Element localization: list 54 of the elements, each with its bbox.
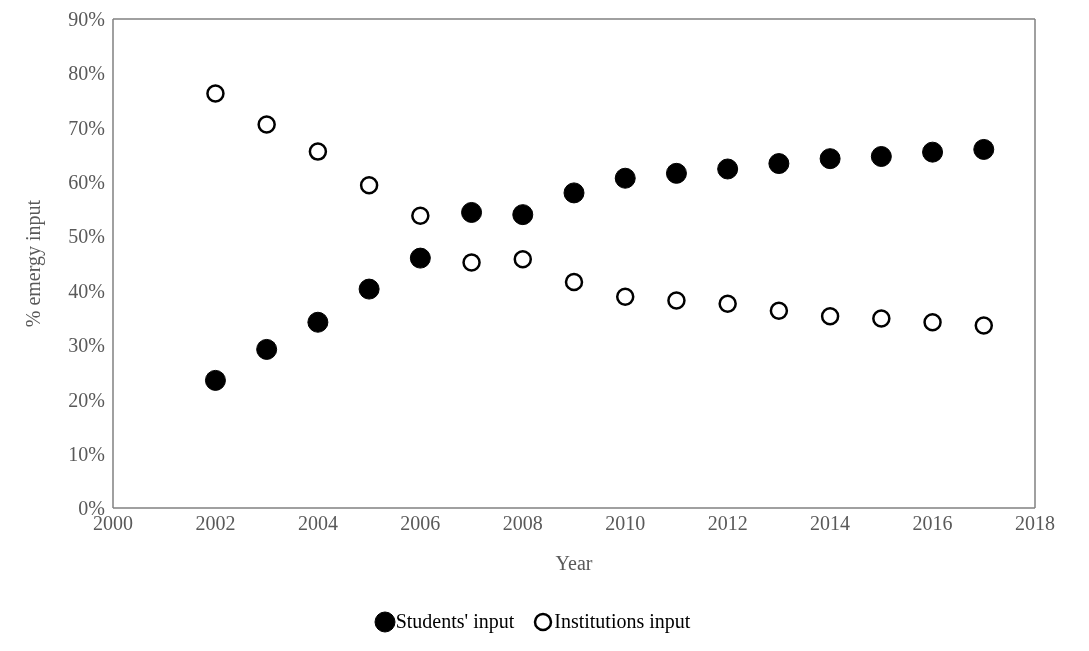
y-tick-label: 50% — [68, 225, 105, 248]
point — [358, 278, 380, 300]
point — [872, 309, 891, 328]
y-tick-label: 10% — [68, 442, 105, 465]
y-tick-label: 30% — [68, 334, 105, 357]
point — [717, 158, 739, 180]
point — [665, 162, 687, 184]
point — [820, 307, 840, 326]
x-tick-label: 2010 — [605, 512, 646, 535]
x-axis-title: Year — [555, 552, 593, 575]
x-tick-label: 2006 — [400, 512, 441, 535]
point — [409, 247, 431, 269]
point — [819, 148, 841, 170]
y-tick-label: 90% — [68, 8, 105, 31]
x-tick-label: 2018 — [1015, 512, 1055, 535]
point — [922, 141, 944, 163]
point — [718, 294, 737, 314]
point — [614, 167, 636, 189]
point — [308, 142, 328, 161]
point — [359, 176, 379, 195]
point — [513, 249, 533, 269]
point — [512, 204, 534, 226]
y-axis-title: % emergy input — [22, 199, 46, 328]
point — [206, 84, 225, 103]
y-tick-label: 80% — [68, 62, 105, 85]
legend-label: Students' input — [395, 610, 515, 632]
point — [204, 369, 226, 391]
y-tick-label: 40% — [68, 279, 105, 302]
point — [923, 312, 942, 332]
point — [563, 182, 585, 204]
x-tick-label: 2004 — [297, 512, 338, 535]
x-tick-label: 2002 — [195, 512, 236, 535]
y-tick-label: 20% — [68, 388, 105, 411]
point — [257, 115, 276, 134]
point — [256, 338, 278, 360]
x-tick-label: 2012 — [707, 512, 748, 535]
point — [667, 291, 686, 310]
legend-label: Institutions input — [554, 610, 691, 632]
point — [973, 138, 995, 160]
point — [411, 206, 430, 225]
point — [974, 316, 994, 335]
point — [307, 311, 329, 333]
point — [462, 253, 481, 272]
x-tick-label: 2014 — [810, 512, 851, 535]
y-tick-label: 60% — [68, 171, 105, 194]
point — [769, 301, 789, 321]
point — [768, 153, 790, 175]
point — [564, 272, 584, 292]
x-tick-label: 2016 — [912, 512, 953, 535]
y-tick-label: 70% — [68, 116, 105, 139]
x-tick-label: 2008 — [502, 512, 543, 535]
point — [461, 201, 483, 223]
point — [870, 145, 892, 167]
point — [615, 287, 635, 306]
